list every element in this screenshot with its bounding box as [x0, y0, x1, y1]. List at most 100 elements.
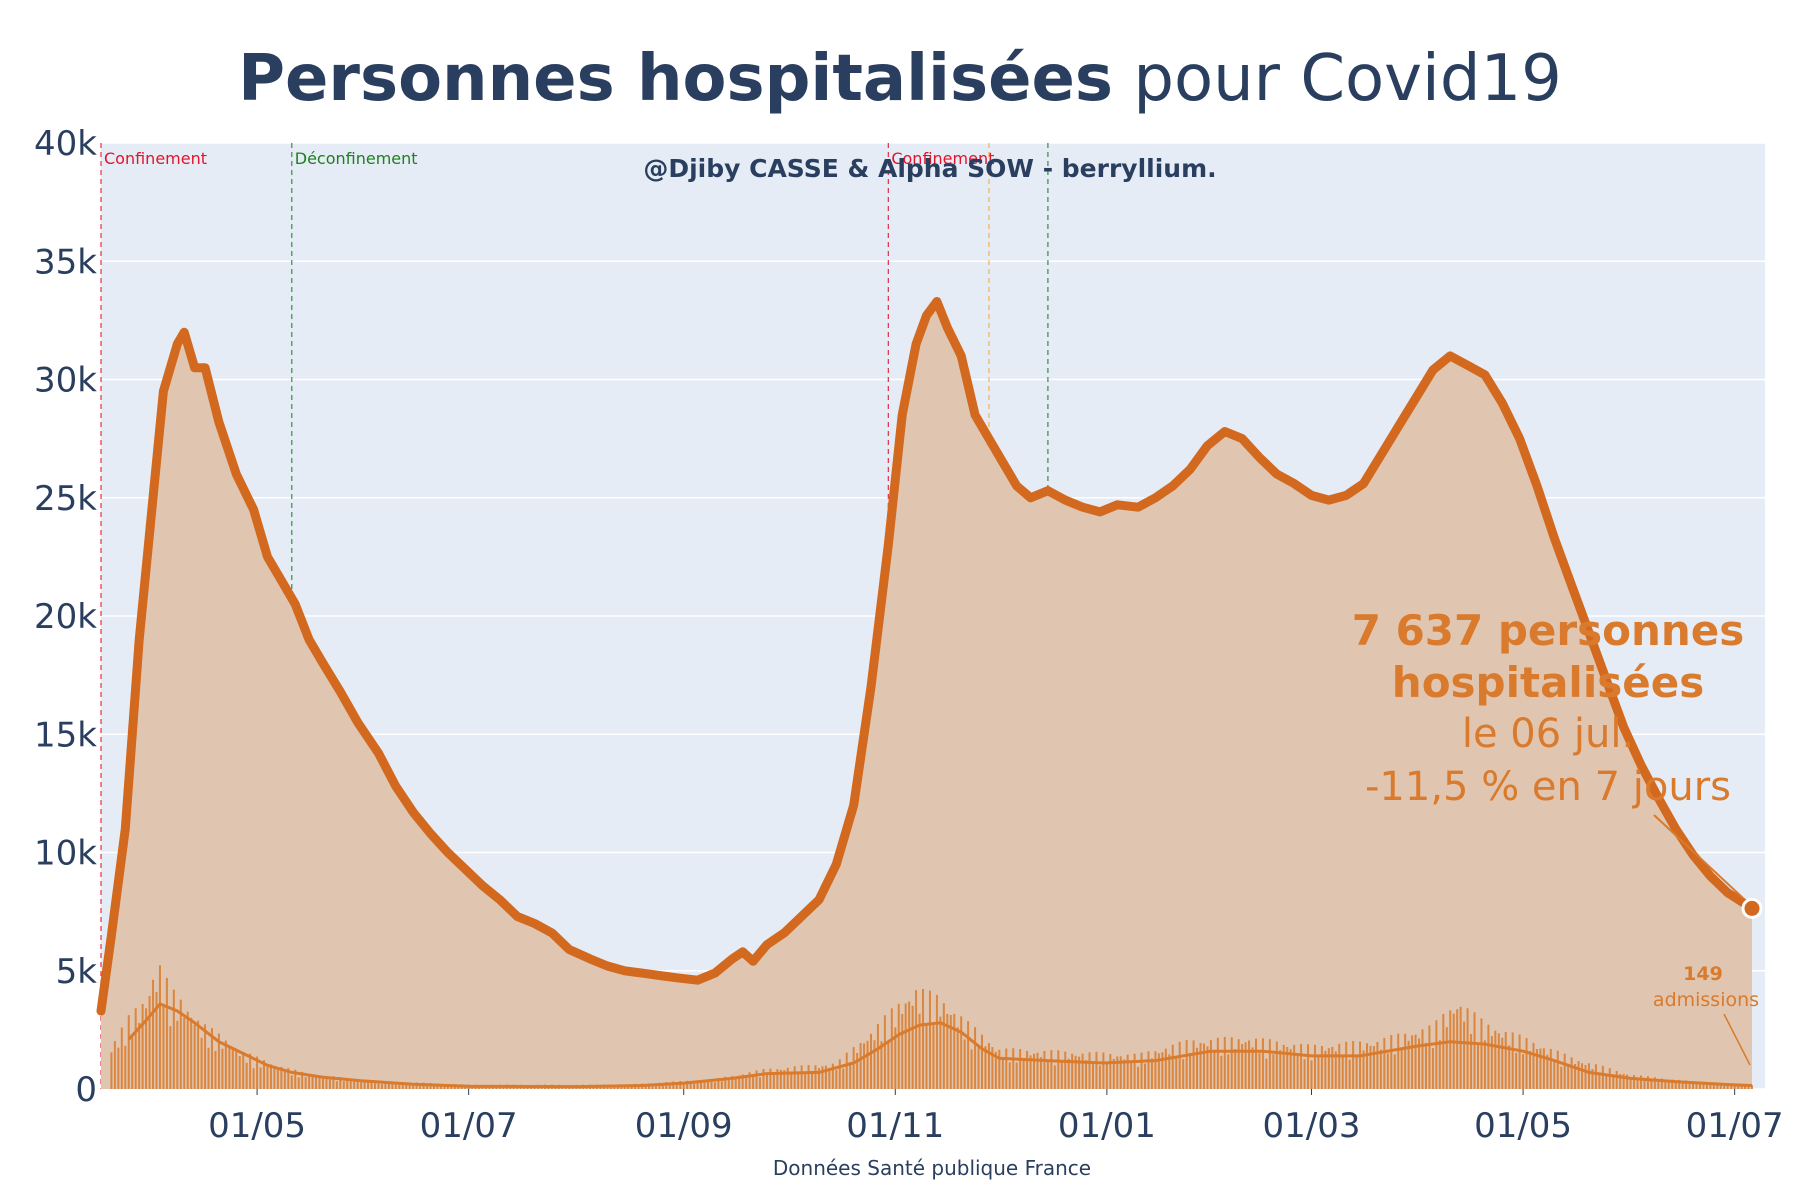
- admission-bar: [1085, 1060, 1088, 1089]
- admission-bar: [217, 1033, 220, 1089]
- admission-bar: [1088, 1052, 1091, 1089]
- admission-bar: [859, 1043, 862, 1089]
- admission-bar: [172, 989, 175, 1089]
- admission-bar: [1504, 1032, 1507, 1089]
- admission-bar: [412, 1083, 415, 1089]
- credit-label: @Djiby CASSE & Alpha SOW - berryllium.: [643, 154, 1216, 183]
- admission-bar: [1348, 1059, 1351, 1089]
- admission-bar: [242, 1051, 245, 1089]
- admission-bar: [1640, 1075, 1643, 1089]
- admission-bar: [772, 1072, 775, 1089]
- admission-bar: [1296, 1054, 1299, 1089]
- admission-bar: [349, 1080, 352, 1089]
- admission-bar: [876, 1023, 879, 1089]
- admission-bar: [1157, 1053, 1160, 1089]
- admission-bar: [1081, 1053, 1084, 1089]
- event-label: Confinement: [104, 149, 207, 168]
- admission-bar: [224, 1040, 227, 1089]
- admission-bar: [155, 991, 158, 1089]
- admission-bar: [1529, 1051, 1532, 1089]
- admission-bar: [1365, 1043, 1368, 1089]
- admissions-avg-path: [127, 1002, 1753, 1089]
- admission-bar: [1105, 1061, 1108, 1089]
- admission-bar: [1522, 1054, 1525, 1089]
- hospitalised-line-group: [96, 297, 1763, 1016]
- admission-bar: [1234, 1048, 1237, 1089]
- admission-bar: [700, 1081, 703, 1089]
- admission-bar: [793, 1066, 796, 1089]
- admission-bar: [1539, 1048, 1542, 1089]
- admission-bar: [925, 1025, 928, 1089]
- admission-bar: [1015, 1062, 1018, 1089]
- admission-bar: [1716, 1083, 1719, 1089]
- admission-bar: [804, 1073, 807, 1089]
- admission-bar: [852, 1047, 855, 1089]
- admission-bar: [1036, 1052, 1039, 1089]
- admission-bar: [1653, 1077, 1656, 1089]
- admission-bar: [1192, 1040, 1195, 1089]
- admissions-avg-line: [127, 1002, 1753, 1089]
- admission-bar: [1494, 1030, 1497, 1089]
- admission-bar: [1428, 1025, 1431, 1089]
- admission-bar: [1740, 1085, 1743, 1089]
- y-tick-label: 35k: [34, 242, 97, 282]
- admission-bar: [1098, 1065, 1101, 1089]
- admission-bar: [807, 1065, 810, 1089]
- admission-bar: [1352, 1041, 1355, 1089]
- admission-bar: [703, 1079, 706, 1089]
- admission-bar: [856, 1053, 859, 1089]
- admission-bar: [356, 1080, 359, 1089]
- admission-bar: [1483, 1040, 1486, 1089]
- admission-bar: [370, 1080, 373, 1089]
- admission-bar: [918, 1013, 921, 1089]
- admission-bar: [1109, 1054, 1112, 1089]
- admission-bar: [1338, 1043, 1341, 1089]
- admission-bar: [138, 1022, 141, 1089]
- admission-bar: [908, 1001, 911, 1089]
- admission-bar: [1043, 1050, 1046, 1089]
- admission-bar: [1005, 1048, 1008, 1089]
- admission-bar: [1407, 1040, 1410, 1089]
- event-label: Déconfinement: [295, 149, 418, 168]
- admission-bar: [1591, 1069, 1594, 1089]
- admission-bar: [828, 1067, 831, 1089]
- admission-bar: [1307, 1044, 1310, 1089]
- admission-bar: [901, 1014, 904, 1089]
- admission-bar: [991, 1047, 994, 1089]
- y-tick-label: 20k: [34, 597, 97, 637]
- admission-bar: [1331, 1046, 1334, 1089]
- admission-bar: [1730, 1083, 1733, 1089]
- admission-bar: [1206, 1046, 1209, 1089]
- admission-bar: [897, 1003, 900, 1089]
- admission-bar: [1584, 1064, 1587, 1089]
- admission-bar: [464, 1086, 467, 1089]
- admission-bar: [1303, 1059, 1306, 1089]
- y-tick-label: 5k: [56, 952, 98, 992]
- admission-bar: [1411, 1035, 1414, 1089]
- admission-bar: [811, 1070, 814, 1089]
- admission-bar: [1636, 1078, 1639, 1089]
- admission-bar: [346, 1078, 349, 1089]
- admission-bar: [883, 1015, 886, 1089]
- admission-bar: [915, 990, 918, 1089]
- admission-bar: [1275, 1041, 1278, 1089]
- admission-bar: [1681, 1082, 1684, 1089]
- admission-bar: [1372, 1046, 1375, 1089]
- admission-bar: [630, 1085, 633, 1089]
- admission-bar: [1695, 1083, 1698, 1089]
- admission-bar: [1508, 1045, 1511, 1089]
- event-label: Confinement: [891, 149, 994, 168]
- admission-bar: [1570, 1057, 1573, 1089]
- admission-bar: [210, 1028, 213, 1089]
- admission-bar: [1490, 1036, 1493, 1089]
- admission-bar: [1515, 1052, 1518, 1089]
- admission-bar: [280, 1066, 283, 1089]
- admission-bar: [1074, 1055, 1077, 1089]
- admission-bar: [363, 1080, 366, 1089]
- admission-bar: [1747, 1085, 1750, 1089]
- admission-bar: [1633, 1075, 1636, 1089]
- admission-bar: [720, 1081, 723, 1089]
- admission-bar: [1126, 1054, 1129, 1089]
- admission-bar: [849, 1061, 852, 1089]
- admission-bar: [1650, 1080, 1653, 1089]
